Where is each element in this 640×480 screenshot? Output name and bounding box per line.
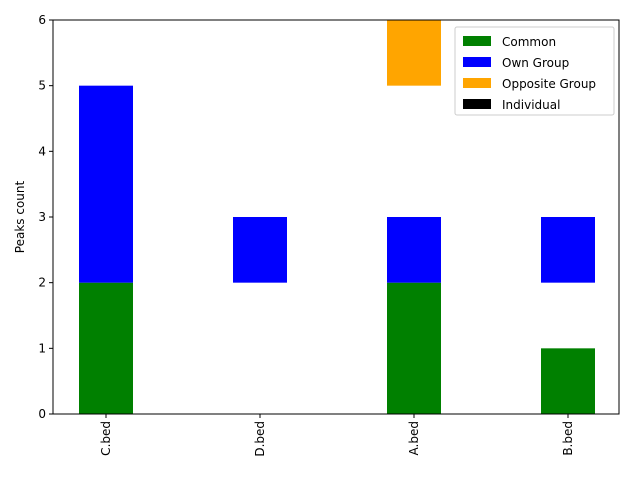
legend-swatch xyxy=(463,78,491,88)
y-axis-label: Peaks count xyxy=(13,181,27,254)
legend-label: Common xyxy=(502,35,556,49)
legend-box xyxy=(454,26,615,116)
legend-label: Own Group xyxy=(502,56,569,70)
bar-own-group-c-bed xyxy=(79,85,133,283)
x-tick-label: B.bed xyxy=(561,421,575,456)
x-tick-label: D.bed xyxy=(253,421,267,457)
x-tick-label: A.bed xyxy=(407,421,421,455)
legend-swatch xyxy=(463,36,491,46)
y-tick-label: 0 xyxy=(38,407,46,421)
x-tick-label: C.bed xyxy=(99,421,113,456)
bar-own-group-b-bed xyxy=(541,217,595,283)
y-tick-label: 3 xyxy=(38,210,46,224)
y-tick-label: 4 xyxy=(38,144,46,158)
y-tick-label: 5 xyxy=(38,79,46,93)
y-tick-label: 1 xyxy=(38,341,46,355)
legend: Common Own Group Opposite Group Individual xyxy=(454,26,615,116)
legend-swatch xyxy=(463,99,491,109)
bars-layer xyxy=(79,20,595,414)
y-tick-label: 2 xyxy=(38,276,46,290)
bar-own-group-d-bed xyxy=(233,217,287,283)
bar-common-c-bed xyxy=(79,282,133,414)
bar-own-group-a-bed xyxy=(387,217,441,283)
legend-label: Opposite Group xyxy=(502,77,596,91)
y-tick-label: 6 xyxy=(38,13,46,27)
bar-common-b-bed xyxy=(541,348,595,414)
y-axis: 0 1 2 3 4 5 6 xyxy=(38,13,53,421)
x-axis: C.bed D.bed A.bed B.bed xyxy=(99,414,575,457)
legend-swatch xyxy=(463,57,491,67)
legend-label: Individual xyxy=(502,98,560,112)
bar-common-a-bed xyxy=(387,282,441,414)
bar-opposite-group-a-bed xyxy=(387,20,441,86)
